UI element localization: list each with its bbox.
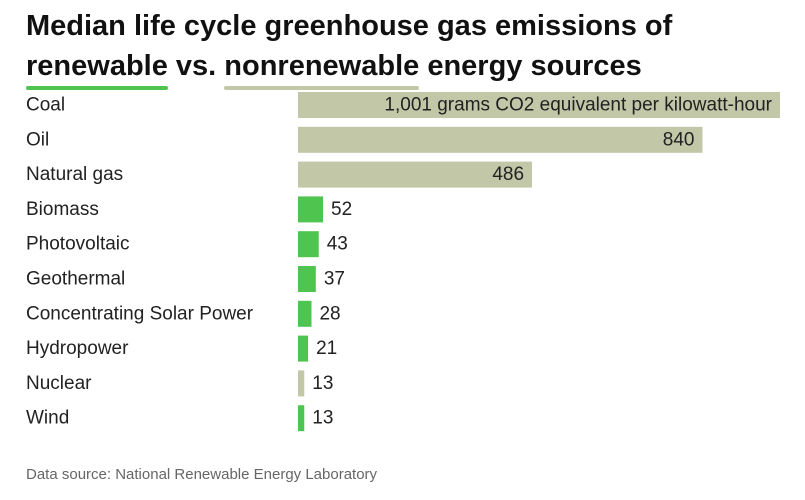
title-vs: vs. — [167, 50, 225, 82]
category-label-concentrating-solar-power: Concentrating Solar Power — [26, 303, 254, 324]
chart-title: Median life cycle greenhouse gas emissio… — [26, 6, 796, 90]
bar-concentrating-solar-power — [298, 300, 312, 327]
category-label-geothermal: Geothermal — [26, 269, 125, 290]
category-label-photovoltaic: Photovoltaic — [26, 234, 130, 255]
title-line-2: renewable vs. nonrenewable energy source… — [26, 46, 796, 90]
bar-oil — [298, 126, 703, 153]
value-label-nuclear: 13 — [312, 373, 333, 394]
value-label-natural-gas: 486 — [492, 164, 524, 185]
value-label-concentrating-solar-power: 28 — [319, 303, 340, 324]
bar-photovoltaic — [298, 231, 319, 258]
bar-chart: Coal 1,001 grams CO2 equivalent per kilow… — [26, 92, 780, 432]
legend-nonrenewable: nonrenewable — [224, 46, 420, 90]
bar-nuclear — [298, 370, 305, 397]
category-label-coal: Coal — [26, 95, 65, 116]
title-rest: energy sources — [419, 50, 642, 82]
bar-wind — [298, 405, 305, 432]
legend-renewable: renewable — [26, 46, 168, 90]
value-label-wind: 13 — [312, 408, 333, 429]
bar-biomass — [298, 196, 324, 223]
bar-geothermal — [298, 266, 316, 292]
value-label-geothermal: 37 — [324, 269, 345, 290]
bar-natural-gas — [298, 161, 533, 188]
category-label-biomass: Biomass — [26, 199, 99, 220]
value-label-biomass: 52 — [331, 199, 352, 220]
category-label-oil: Oil — [26, 129, 49, 150]
category-label-nuclear: Nuclear — [26, 373, 92, 394]
value-label-oil: 840 — [663, 129, 695, 150]
title-line-1: Median life cycle greenhouse gas emissio… — [26, 10, 673, 42]
bar-coal — [298, 92, 780, 118]
category-label-hydropower: Hydropower — [26, 338, 129, 359]
category-label-natural-gas: Natural gas — [26, 164, 123, 185]
value-label-hydropower: 21 — [316, 338, 337, 359]
value-label-photovoltaic: 43 — [327, 234, 348, 255]
category-label-wind: Wind — [26, 408, 69, 429]
value-label-coal: 1,001 grams CO2 equivalent per kilowatt-… — [384, 95, 772, 116]
data-source: Data source: National Renewable Energy L… — [26, 466, 378, 483]
bar-hydropower — [298, 335, 309, 362]
